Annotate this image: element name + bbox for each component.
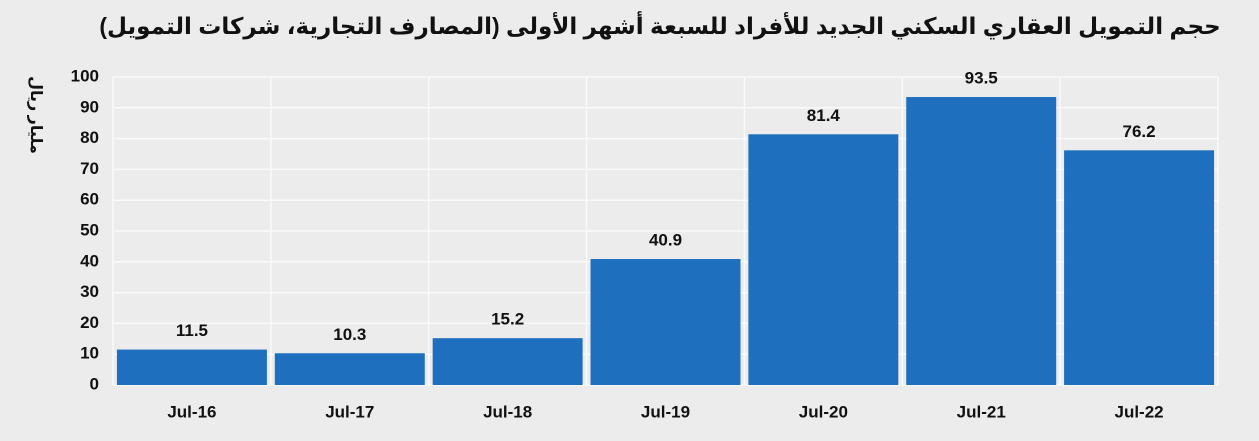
bar	[590, 259, 741, 385]
data-label: 81.4	[807, 106, 841, 125]
data-label: 11.5	[176, 321, 208, 340]
y-tick-label: 90	[80, 97, 99, 116]
y-tick-label: 100	[71, 66, 99, 85]
y-tick-label: 80	[80, 128, 99, 147]
y-tick-label: 20	[80, 313, 99, 332]
chart-title: حجم التمويل العقاري السكني الجديد للأفرا…	[99, 10, 1220, 40]
x-tick-label: Jul-20	[799, 402, 848, 421]
bar	[748, 134, 899, 385]
bar	[116, 349, 267, 385]
y-tick-label: 10	[80, 344, 99, 363]
y-tick-label: 30	[80, 282, 99, 301]
bar	[1064, 150, 1215, 385]
x-tick-label: Jul-17	[325, 402, 374, 421]
data-label: 76.2	[1123, 122, 1156, 141]
x-tick-label: Jul-19	[641, 402, 690, 421]
y-tick-label: 60	[80, 190, 99, 209]
x-tick-label: Jul-18	[483, 402, 532, 421]
y-tick-label: 0	[90, 374, 99, 393]
data-label: 15.2	[491, 310, 524, 329]
bar	[906, 97, 1057, 386]
bar	[274, 353, 425, 385]
data-label: 40.9	[649, 231, 682, 250]
y-tick-label: 70	[80, 159, 99, 178]
x-tick-label: Jul-16	[167, 402, 216, 421]
y-tick-label: 40	[80, 251, 99, 270]
x-tick-label: Jul-21	[957, 402, 1006, 421]
data-label: 93.5	[965, 69, 998, 88]
y-tick-label: 50	[80, 220, 99, 239]
y-axis-label: مليار ريال	[27, 76, 44, 154]
data-label: 10.3	[333, 325, 366, 344]
bar	[432, 338, 583, 385]
x-tick-label: Jul-22	[1115, 402, 1164, 421]
